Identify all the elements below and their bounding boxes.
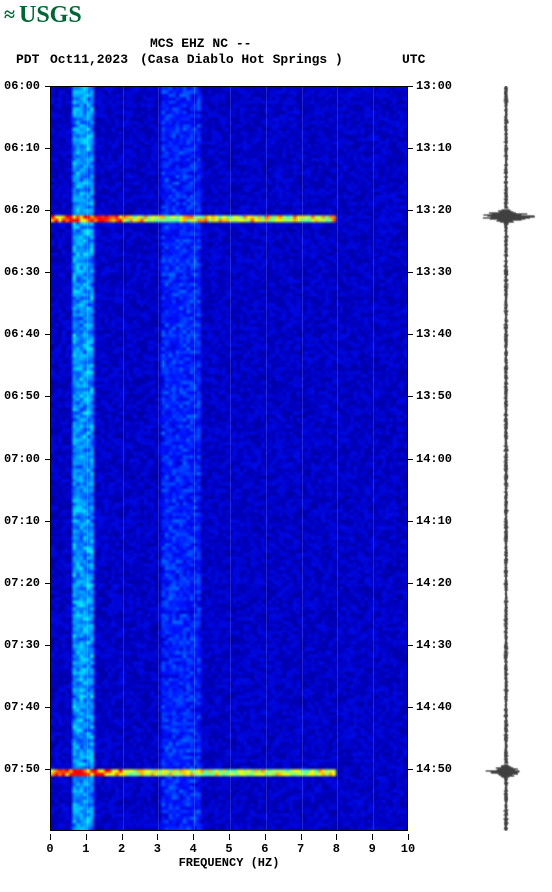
usgs-logo: ≈ USGS [4,2,82,29]
waveform-strip [470,86,542,831]
y-tick-right: 14:20 [416,576,452,590]
tz-left-label: PDT [16,52,39,67]
x-tick: 7 [297,842,304,856]
x-tick: 6 [261,842,268,856]
spectrogram-plot [50,86,408,831]
y-tick-right: 13:40 [416,327,452,341]
tz-right-label: UTC [402,52,425,67]
y-tick-right: 14:30 [416,638,452,652]
x-tick: 2 [118,842,125,856]
y-tick-right: 13:20 [416,203,452,217]
x-axis-label: FREQUENCY (HZ) [50,856,408,870]
y-tick-left: 07:40 [4,700,40,714]
y-tick-right: 13:00 [416,79,452,93]
y-tick-right: 14:40 [416,700,452,714]
y-tick-left: 07:30 [4,638,40,652]
y-tick-right: 13:10 [416,141,452,155]
waveform-canvas [470,86,542,831]
y-tick-right: 14:00 [416,452,452,466]
y-tick-right: 13:30 [416,265,452,279]
y-tick-left: 06:50 [4,389,40,403]
date-label: Oct11,2023 [50,52,128,67]
x-tick: 10 [401,842,415,856]
y-tick-right: 13:50 [416,389,452,403]
chart-title: MCS EHZ NC -- [150,36,251,51]
y-tick-left: 07:00 [4,452,40,466]
station-label: (Casa Diablo Hot Springs ) [140,52,343,67]
x-tick: 1 [82,842,89,856]
chart-header: MCS EHZ NC -- PDT Oct11,2023 (Casa Diabl… [0,36,552,76]
y-tick-right: 14:50 [416,762,452,776]
usgs-logo-text: USGS [19,2,82,29]
x-axis: FREQUENCY (HZ) 012345678910 [50,834,408,874]
y-tick-left: 06:30 [4,265,40,279]
y-axis-left: 06:0006:1006:2006:3006:4006:5007:0007:10… [0,86,48,831]
y-tick-left: 07:20 [4,576,40,590]
y-tick-left: 06:20 [4,203,40,217]
y-tick-left: 07:10 [4,514,40,528]
x-tick: 3 [154,842,161,856]
x-tick: 4 [190,842,197,856]
y-tick-left: 06:10 [4,141,40,155]
y-tick-left: 06:40 [4,327,40,341]
x-tick: 8 [333,842,340,856]
x-tick: 0 [46,842,53,856]
y-tick-left: 07:50 [4,762,40,776]
x-tick: 9 [369,842,376,856]
x-tick: 5 [225,842,232,856]
y-axis-right: 13:0013:1013:2013:3013:4013:5014:0014:10… [410,86,458,831]
spectrogram-canvas [51,87,407,830]
y-tick-right: 14:10 [416,514,452,528]
usgs-wave-icon: ≈ [4,4,15,27]
y-tick-left: 06:00 [4,79,40,93]
